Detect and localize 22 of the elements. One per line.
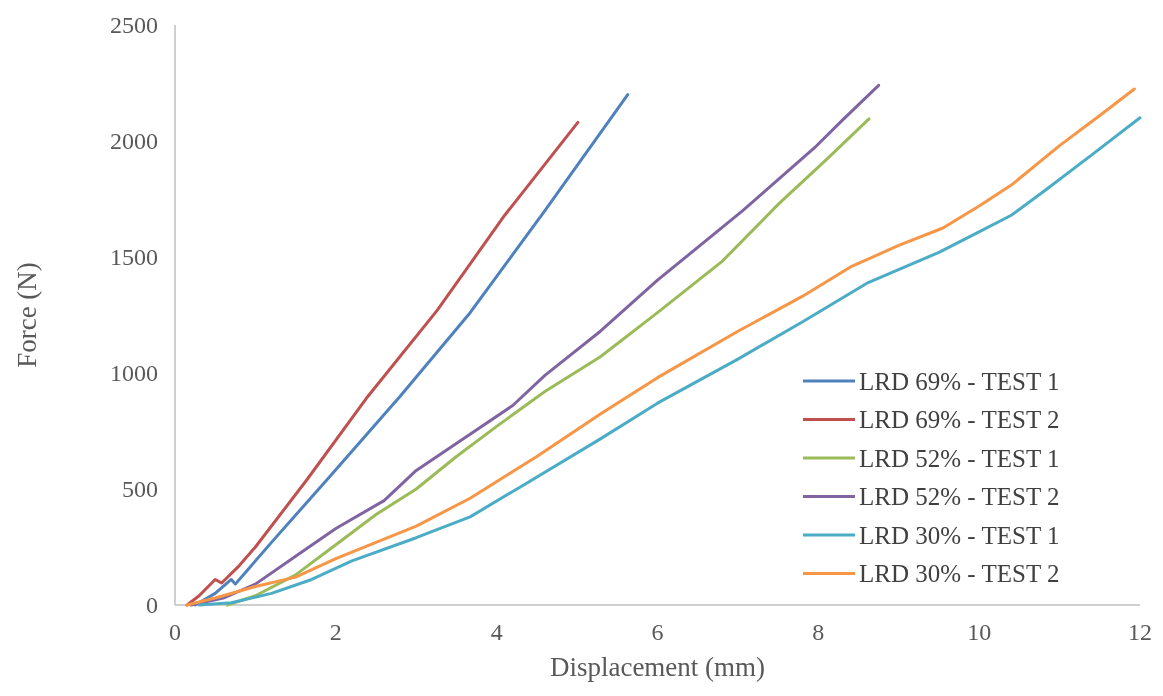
y-tick-label: 0 <box>146 592 158 619</box>
x-tick-label: 4 <box>490 619 503 645</box>
y-tick-label: 500 <box>122 476 158 503</box>
y-axis-title: Force (N) <box>12 262 42 368</box>
legend-label: LRD 30% - TEST 1 <box>859 521 1060 549</box>
x-tick-label: 8 <box>812 619 825 645</box>
legend-label: LRD 52% - TEST 1 <box>859 444 1060 472</box>
legend-label: LRD 30% - TEST 2 <box>859 560 1060 588</box>
x-tick-label: 10 <box>967 619 992 645</box>
legend-label: LRD 69% - TEST 1 <box>859 367 1060 395</box>
x-tick-label: 12 <box>1128 619 1152 645</box>
y-tick-label: 1000 <box>110 360 158 387</box>
x-tick-label: 0 <box>169 619 181 645</box>
y-tick-label: 2000 <box>110 128 158 155</box>
y-tick-label: 1500 <box>110 244 158 271</box>
x-tick-label: 2 <box>329 619 342 645</box>
x-axis-title: Displacement (mm) <box>549 652 766 682</box>
legend-label: LRD 52% - TEST 2 <box>859 483 1060 511</box>
x-tick-label: 6 <box>651 619 664 645</box>
legend-label: LRD 69% - TEST 2 <box>859 406 1060 434</box>
y-tick-label: 2500 <box>110 12 158 39</box>
line-series <box>193 93 630 607</box>
